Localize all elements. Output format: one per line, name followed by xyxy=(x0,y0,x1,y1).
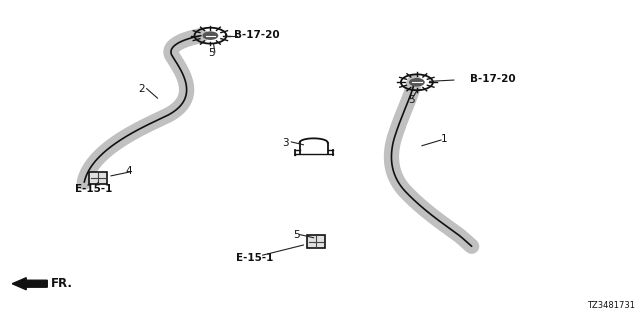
Text: E-15-1: E-15-1 xyxy=(75,184,112,194)
Text: FR.: FR. xyxy=(51,277,73,290)
Text: TZ3481731: TZ3481731 xyxy=(588,301,636,310)
Text: 2: 2 xyxy=(138,84,145,94)
Text: B-17-20: B-17-20 xyxy=(470,74,515,84)
Bar xyxy=(307,236,325,248)
Bar xyxy=(90,172,107,184)
Text: B-17-20: B-17-20 xyxy=(234,30,280,40)
Text: 1: 1 xyxy=(441,134,448,144)
Text: 5: 5 xyxy=(408,95,415,105)
Circle shape xyxy=(204,32,218,39)
Text: 5: 5 xyxy=(209,48,215,58)
Text: 3: 3 xyxy=(282,138,289,148)
Text: 5: 5 xyxy=(293,230,300,241)
Circle shape xyxy=(410,79,424,86)
FancyArrow shape xyxy=(12,278,47,290)
Text: 4: 4 xyxy=(125,166,132,176)
Text: E-15-1: E-15-1 xyxy=(236,253,273,263)
